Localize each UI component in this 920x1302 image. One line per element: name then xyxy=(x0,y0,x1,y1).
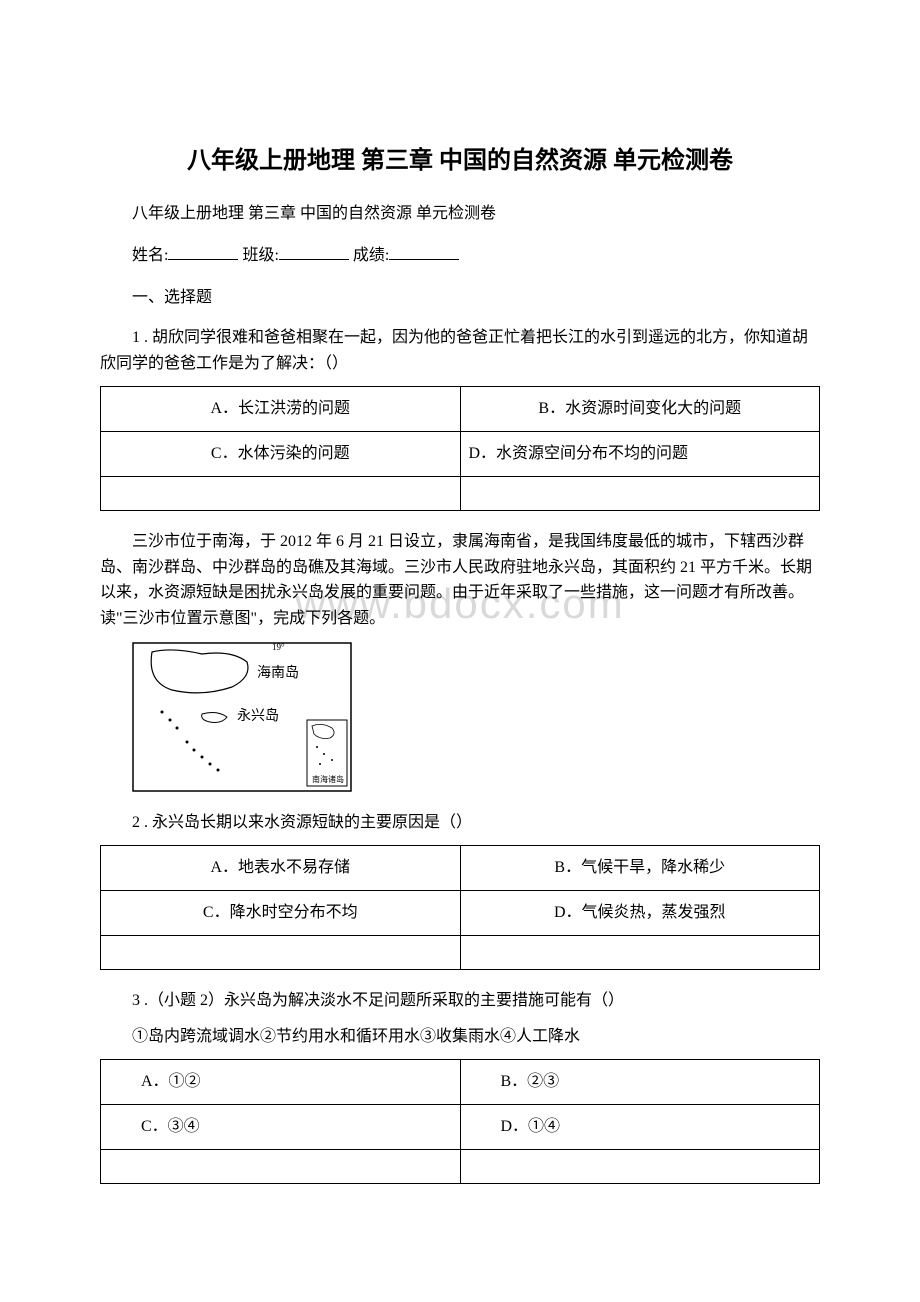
class-blank[interactable] xyxy=(279,244,349,260)
student-info-line: 姓名: 班级: 成绩: xyxy=(100,241,820,265)
sansha-map-svg: 海南岛 19° 永兴岛 南海诸岛 xyxy=(132,642,352,792)
q1-option-c: C．水体污染的问题 xyxy=(101,432,461,477)
q2-option-b: B．气候干旱，降水稀少 xyxy=(460,846,820,891)
name-blank[interactable] xyxy=(168,244,238,260)
island-dot xyxy=(201,755,204,758)
q2-spacer-l xyxy=(101,936,461,970)
score-label: 成绩: xyxy=(353,247,389,264)
document-content: 八年级上册地理 第三章 中国的自然资源 单元检测卷 八年级上册地理 第三章 中国… xyxy=(100,140,820,1184)
passage-1: 三沙市位于南海，于 2012 年 6 月 21 日设立，隶属海南省，是我国纬度最… xyxy=(100,529,820,631)
q1-option-d: D．水资源空间分布不均的问题 xyxy=(460,432,820,477)
subtitle: 八年级上册地理 第三章 中国的自然资源 单元检测卷 xyxy=(100,199,820,223)
question-2-text: 2 . 永兴岛长期以来水资源短缺的主要原因是（） xyxy=(100,810,820,836)
island-dot xyxy=(193,748,196,751)
hainan-outline xyxy=(151,649,248,692)
q3-option-b: B．②③ xyxy=(460,1060,820,1105)
inset-island xyxy=(312,724,334,738)
yongxing-label: 永兴岛 xyxy=(237,708,279,724)
name-label: 姓名: xyxy=(132,247,168,264)
q3-spacer-r xyxy=(460,1150,820,1184)
class-label: 班级: xyxy=(242,247,278,264)
question-1-text: 1 . 胡欣同学很难和爸爸相聚在一起，因为他的爸爸正忙着把长江的水引到遥远的北方… xyxy=(100,325,820,376)
question-3-text: 3 .（小题 2）永兴岛为解决淡水不足问题所采取的主要措施可能有（） xyxy=(100,988,820,1014)
q2-option-d: D．气候炎热，蒸发强烈 xyxy=(460,891,820,936)
nanhai-label: 南海诸岛 xyxy=(312,774,344,784)
question-3-options: A．①② B．②③ C．③④ D．①④ xyxy=(100,1059,820,1184)
island-dot xyxy=(176,726,179,729)
score-blank[interactable] xyxy=(389,244,459,260)
q2-option-c: C．降水时空分布不均 xyxy=(101,891,461,936)
section-heading: 一、选择题 xyxy=(100,283,820,307)
q1-option-b: B．水资源时间变化大的问题 xyxy=(460,387,820,432)
island-dot xyxy=(209,762,212,765)
island-dot xyxy=(169,718,172,721)
q3-option-c: C．③④ xyxy=(101,1105,461,1150)
q1-spacer-r xyxy=(460,477,820,511)
question-3-choices: ①岛内跨流域调水②节约用水和循环用水③收集雨水④人工降水 xyxy=(100,1024,820,1050)
yongxing-outline xyxy=(202,712,227,722)
inset-dot xyxy=(331,759,333,761)
hainan-label: 海南岛 xyxy=(257,665,299,681)
q3-option-a: A．①② xyxy=(101,1060,461,1105)
map-figure: 海南岛 19° 永兴岛 南海诸岛 xyxy=(132,642,820,792)
q2-spacer-r xyxy=(460,936,820,970)
inset-dot xyxy=(316,746,318,748)
inset-dot xyxy=(323,753,325,755)
question-2-options: A．地表水不易存储 B．气候干旱，降水稀少 C．降水时空分布不均 D．气候炎热，… xyxy=(100,845,820,970)
q1-spacer-l xyxy=(101,477,461,511)
coord-label: 19° xyxy=(272,642,285,652)
island-dot xyxy=(217,768,220,771)
inset-dot xyxy=(319,763,321,765)
question-1-options: A．长江洪涝的问题 B．水资源时间变化大的问题 C．水体污染的问题 D．水资源空… xyxy=(100,386,820,511)
island-dot xyxy=(186,740,189,743)
island-dot xyxy=(161,710,164,713)
q1-option-a: A．长江洪涝的问题 xyxy=(101,387,461,432)
q2-option-a: A．地表水不易存储 xyxy=(101,846,461,891)
q3-spacer-l xyxy=(101,1150,461,1184)
page-title: 八年级上册地理 第三章 中国的自然资源 单元检测卷 xyxy=(100,140,820,175)
q3-option-d: D．①④ xyxy=(460,1105,820,1150)
